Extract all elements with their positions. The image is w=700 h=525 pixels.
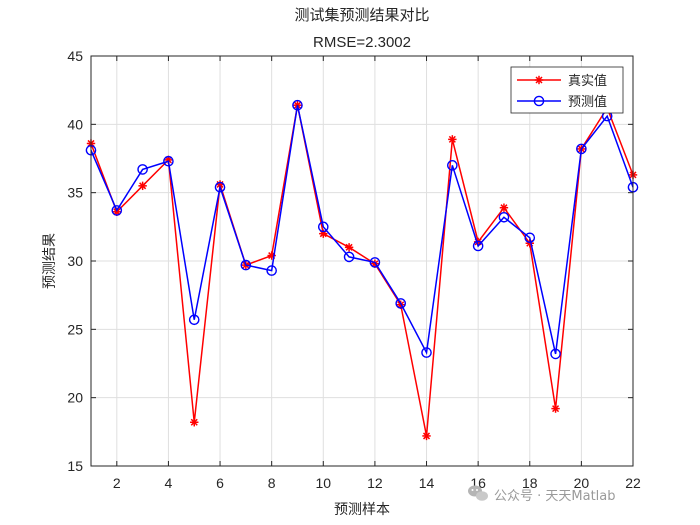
data-point bbox=[344, 243, 354, 252]
data-point bbox=[576, 143, 587, 155]
y-tick-label: 20 bbox=[67, 390, 83, 406]
data-point bbox=[292, 99, 303, 111]
data-point bbox=[499, 203, 509, 212]
x-tick-label: 8 bbox=[268, 475, 276, 491]
chart-subtitle: RMSE=2.3002 bbox=[313, 34, 411, 51]
data-point bbox=[395, 298, 407, 309]
series-layer bbox=[85, 99, 639, 441]
x-tick-label: 22 bbox=[625, 475, 641, 491]
y-axis-label: 预测结果 bbox=[42, 233, 58, 289]
y-tick-label: 40 bbox=[67, 116, 83, 132]
legend-entry: 预测值 bbox=[517, 94, 607, 110]
legend-entry: 真实值 bbox=[517, 73, 607, 89]
y-tick-label: 30 bbox=[67, 253, 83, 269]
y-tick-label: 35 bbox=[67, 185, 83, 201]
data-point bbox=[369, 257, 381, 268]
y-tick-label: 25 bbox=[67, 321, 83, 337]
y-tick-label: 15 bbox=[67, 458, 83, 474]
data-point bbox=[343, 251, 355, 263]
x-tick-label: 4 bbox=[165, 475, 173, 491]
x-tick-label: 20 bbox=[574, 475, 590, 491]
data-point bbox=[163, 155, 174, 167]
wechat-icon bbox=[468, 485, 488, 501]
data-point bbox=[550, 348, 561, 360]
series-1 bbox=[86, 101, 638, 441]
x-tick-label: 14 bbox=[419, 475, 435, 491]
data-point bbox=[448, 135, 457, 144]
data-point bbox=[190, 418, 199, 427]
series-line bbox=[90, 105, 634, 437]
data-point bbox=[525, 239, 534, 248]
data-point bbox=[524, 232, 536, 244]
data-point bbox=[422, 431, 431, 441]
x-axis-label: 预测样本 bbox=[334, 502, 390, 518]
plot-frame bbox=[90, 55, 634, 467]
x-tick-label: 2 bbox=[113, 475, 121, 491]
data-point bbox=[138, 181, 147, 191]
x-tick-label: 6 bbox=[216, 475, 224, 491]
series-2 bbox=[85, 99, 639, 360]
legend-label: 预测值 bbox=[568, 94, 607, 110]
data-point bbox=[137, 164, 148, 175]
series-line bbox=[90, 105, 634, 355]
legend-marker bbox=[533, 95, 545, 107]
data-point bbox=[551, 404, 560, 413]
x-tick-label: 18 bbox=[522, 475, 538, 491]
data-point bbox=[188, 314, 200, 326]
data-point bbox=[447, 160, 458, 171]
y-tick-label: 45 bbox=[67, 48, 83, 64]
x-tick-label: 12 bbox=[367, 475, 383, 491]
watermark-text: 公众号 · 天天Matlab bbox=[494, 489, 616, 504]
data-point bbox=[214, 181, 226, 193]
data-point bbox=[472, 240, 484, 252]
chart-title: 测试集预测结果对比 bbox=[294, 6, 429, 24]
data-point bbox=[111, 205, 123, 216]
data-point bbox=[266, 265, 277, 276]
x-tick-label: 10 bbox=[315, 475, 331, 491]
legend-label: 真实值 bbox=[568, 73, 607, 89]
data-point bbox=[317, 221, 329, 233]
data-point bbox=[498, 211, 510, 223]
data-point bbox=[421, 347, 432, 358]
data-point bbox=[240, 259, 252, 271]
watermark: 公众号 · 天天Matlab bbox=[468, 485, 616, 504]
legend-marker bbox=[534, 75, 544, 85]
legend-box bbox=[510, 66, 624, 114]
